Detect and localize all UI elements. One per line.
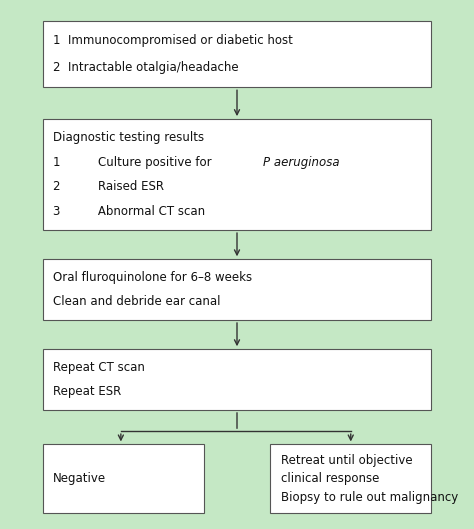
Text: Negative: Negative	[53, 472, 106, 485]
Bar	[43, 119, 431, 230]
Text: 3          Abnormal CT scan: 3 Abnormal CT scan	[53, 205, 205, 218]
Bar	[43, 21, 431, 87]
Text: clinical response: clinical response	[281, 472, 379, 485]
Text: Retreat until objective: Retreat until objective	[281, 453, 412, 467]
Text: 2  Intractable otalgia/headache: 2 Intractable otalgia/headache	[53, 61, 239, 74]
Bar	[43, 259, 431, 320]
Text: 1  Immunocompromised or diabetic host: 1 Immunocompromised or diabetic host	[53, 34, 293, 48]
Bar	[270, 444, 431, 513]
Text: Diagnostic testing results: Diagnostic testing results	[53, 131, 204, 144]
Text: P aeruginosa: P aeruginosa	[263, 156, 339, 169]
Text: 1          Culture positive for: 1 Culture positive for	[53, 156, 216, 169]
Text: Repeat ESR: Repeat ESR	[53, 385, 121, 398]
Text: Biopsy to rule out malignancy: Biopsy to rule out malignancy	[281, 491, 458, 504]
Bar	[43, 444, 204, 513]
Text: 2          Raised ESR: 2 Raised ESR	[53, 180, 164, 194]
Bar	[43, 349, 431, 410]
Text: Clean and debride ear canal: Clean and debride ear canal	[53, 295, 220, 308]
Text: Repeat CT scan: Repeat CT scan	[53, 361, 145, 374]
Text: Oral fluroquinolone for 6–8 weeks: Oral fluroquinolone for 6–8 weeks	[53, 271, 252, 284]
